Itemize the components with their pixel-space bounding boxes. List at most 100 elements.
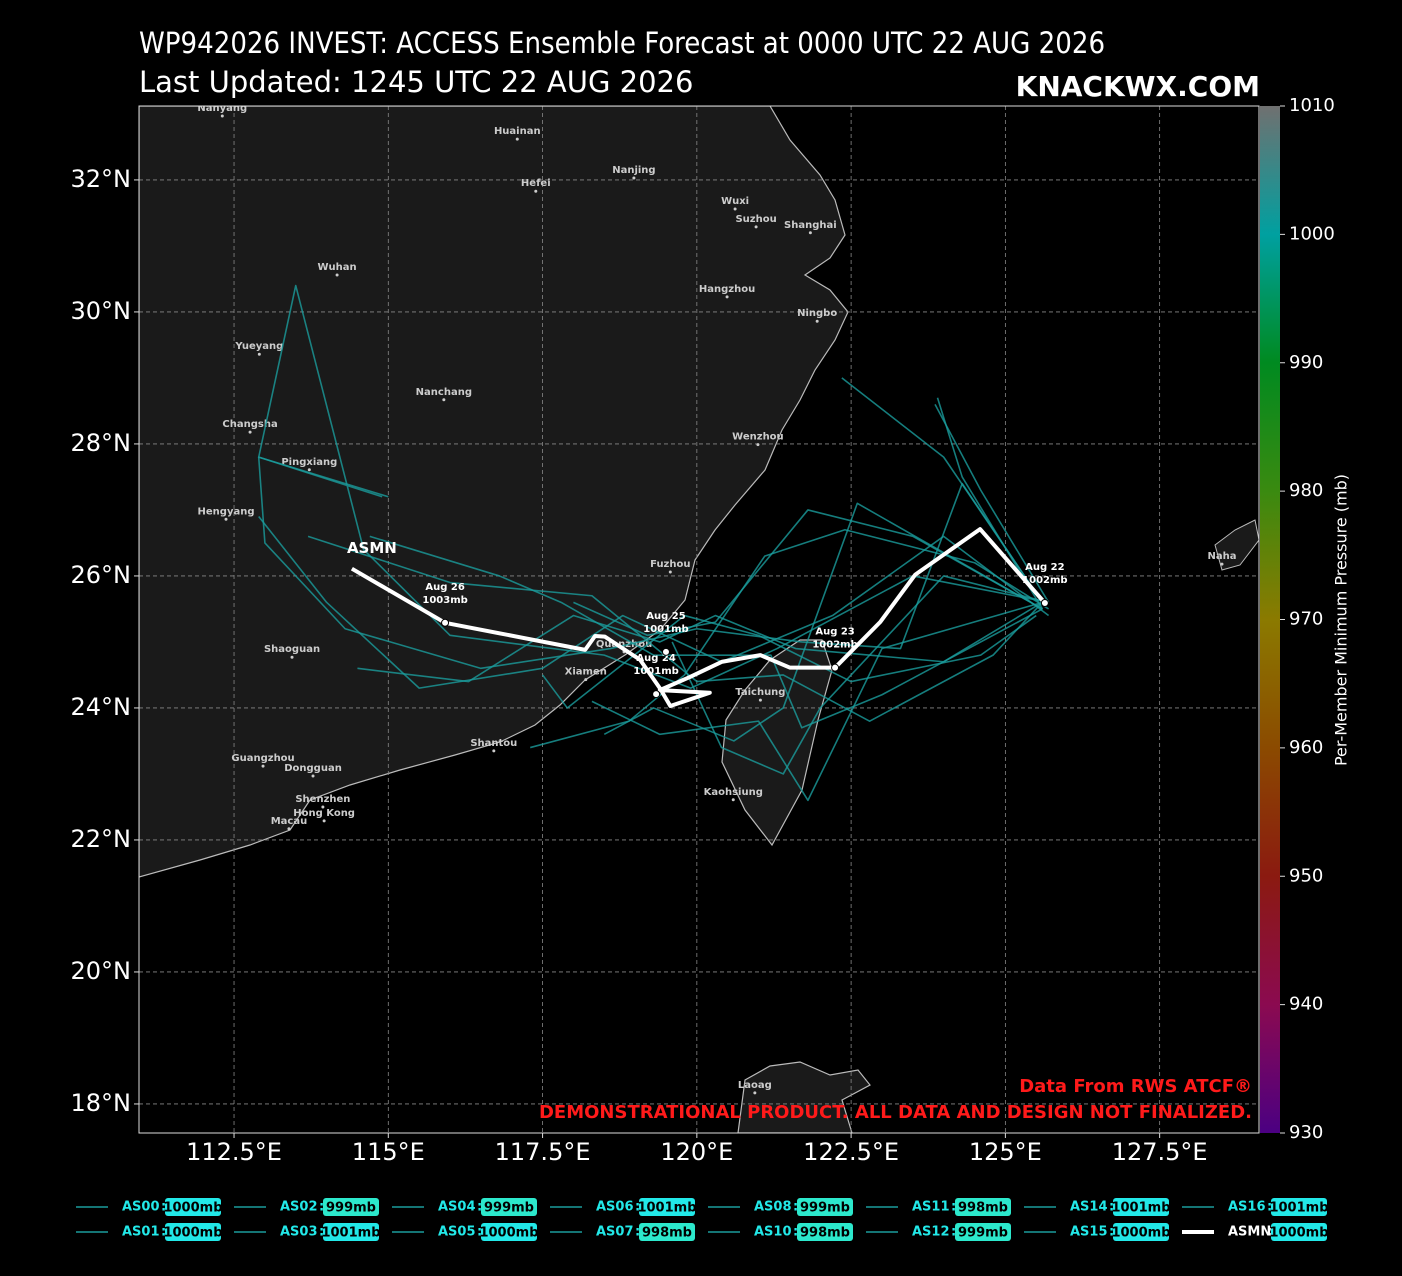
- legend-name: AS10: [754, 1225, 792, 1240]
- city-dot: [287, 827, 291, 831]
- legend-name: AS04: [438, 1200, 476, 1215]
- legend-colon: :: [951, 1225, 956, 1240]
- subtitle: Last Updated: 1245 UTC 22 AUG 2026: [139, 65, 693, 99]
- legend-badge: [639, 1223, 695, 1241]
- city-label: Ningbo: [797, 308, 837, 319]
- legend-colon: :: [319, 1200, 324, 1215]
- city-dot: [307, 468, 311, 472]
- city-dot: [584, 678, 588, 682]
- legend-name: AS08: [754, 1200, 792, 1215]
- colorbar-tick-label: 930: [1289, 1122, 1323, 1143]
- city-dot: [733, 207, 737, 211]
- member-track: [357, 601, 1043, 683]
- y-tick-label: 30°N: [71, 297, 132, 325]
- city-label: Xiamen: [565, 667, 607, 678]
- point-date: Aug 26: [425, 582, 464, 593]
- legend-colon: :: [1267, 1225, 1272, 1240]
- legend-badge: [1113, 1198, 1169, 1216]
- legend-name: AS05: [438, 1225, 476, 1240]
- colorbar-tick-label: 980: [1289, 480, 1323, 501]
- colorbar-tick-label: 960: [1289, 737, 1323, 758]
- luzon: [737, 1061, 871, 1133]
- disclaimer: DEMONSTRATIONAL PRODUCT. ALL DATA AND DE…: [539, 1102, 1252, 1123]
- legend-badge: [165, 1198, 221, 1216]
- colorbar: [1260, 106, 1280, 1133]
- city-dot: [322, 819, 326, 823]
- city-label: Shaoguan: [264, 644, 320, 655]
- legend-badge: [165, 1223, 221, 1241]
- legend-pressure: 998mb: [642, 1226, 692, 1241]
- legend-pressure: 999mb: [800, 1201, 850, 1216]
- colorbar-tick-label: 970: [1289, 609, 1323, 630]
- city-label: Quanzhou: [596, 639, 652, 650]
- city-dot: [224, 517, 228, 521]
- city-dot: [248, 430, 252, 434]
- city-label: Wuxi: [721, 196, 749, 207]
- legend-pressure: 999mb: [484, 1201, 534, 1216]
- track-point: [1040, 598, 1049, 607]
- legend-name: AS02: [280, 1200, 318, 1215]
- legend-badge: [323, 1198, 379, 1216]
- colorbar-tick-label: 1000: [1289, 223, 1335, 244]
- member-track: [530, 528, 1050, 749]
- city-label: Shenzhen: [295, 794, 350, 805]
- point-pressure: 1002mb: [1022, 575, 1067, 586]
- city-dot: [534, 189, 538, 193]
- legend-pressure: 1000mb: [1269, 1226, 1328, 1241]
- legend-badge: [1271, 1198, 1327, 1216]
- city-dot: [731, 798, 735, 802]
- legend-badge: [797, 1198, 853, 1216]
- legend-pressure: 1000mb: [1111, 1226, 1170, 1241]
- city-label: Yueyang: [234, 341, 283, 352]
- member-track: [307, 535, 1043, 722]
- legend-name: ASMN: [1228, 1225, 1271, 1240]
- city-dot: [668, 570, 672, 574]
- legend-name: AS00: [122, 1200, 160, 1215]
- city-label: Pingxiang: [281, 457, 337, 468]
- x-tick-label: 127.5°E: [1112, 1138, 1208, 1166]
- y-tick-label: 18°N: [71, 1089, 132, 1117]
- legend-colon: :: [635, 1200, 640, 1215]
- legend-name: AS15: [1070, 1225, 1108, 1240]
- point-date: Aug 23: [815, 627, 854, 638]
- point-date: Aug 22: [1025, 562, 1064, 573]
- legend-colon: :: [635, 1225, 640, 1240]
- x-tick-label: 117.5°E: [495, 1138, 591, 1166]
- member-track: [573, 509, 1043, 637]
- track-point: [441, 618, 450, 627]
- mainland: [139, 106, 849, 878]
- y-tick-label: 28°N: [71, 429, 132, 457]
- colorbar-tick-label: 990: [1289, 352, 1323, 373]
- city-label: Huainan: [494, 126, 541, 137]
- city-label: Naha: [1207, 551, 1236, 562]
- city-dot: [492, 749, 496, 753]
- legend-pressure: 1001mb: [1269, 1201, 1328, 1216]
- member-track: [671, 575, 1049, 775]
- legend-colon: :: [1109, 1225, 1114, 1240]
- member-track: [603, 502, 1043, 742]
- city-label: Shanghai: [784, 220, 837, 231]
- legend-name: AS12: [912, 1225, 950, 1240]
- legend-badge: [323, 1223, 379, 1241]
- track-label: ASMN: [347, 539, 397, 557]
- city-label: Dongguan: [284, 763, 342, 774]
- city-label: Hong Kong: [293, 808, 355, 819]
- city-label: Wuhan: [318, 262, 357, 273]
- track-point: [652, 690, 661, 699]
- point-pressure: 1001mb: [643, 624, 688, 635]
- legend-badge: [481, 1223, 537, 1241]
- city-dot: [815, 319, 819, 323]
- legend-colon: :: [1267, 1200, 1272, 1215]
- city-label: Nanchang: [416, 387, 472, 398]
- legend-pressure: 999mb: [958, 1226, 1008, 1241]
- member-track: [369, 535, 1043, 729]
- brand: KNACKWX.COM: [1016, 70, 1260, 103]
- legend-badge: [639, 1198, 695, 1216]
- city-label: Hangzhou: [699, 284, 755, 295]
- city-dot: [515, 137, 519, 141]
- city-label: Changsha: [222, 419, 277, 430]
- legend-badge: [1271, 1223, 1327, 1241]
- legend-pressure: 998mb: [958, 1201, 1008, 1216]
- city-dot: [756, 443, 760, 447]
- member-track: [258, 516, 1050, 689]
